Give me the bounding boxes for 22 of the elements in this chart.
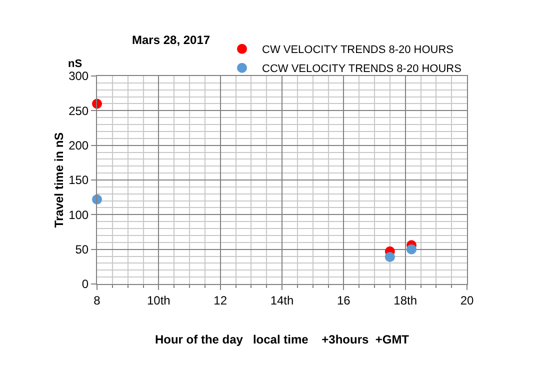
text: nS bbox=[68, 58, 82, 70]
x-tick-label: 8 bbox=[94, 293, 101, 308]
y-axis-title: Travel time in nS bbox=[52, 132, 66, 228]
y-tick-label: 150 bbox=[68, 173, 89, 188]
x-tick-label: 20 bbox=[460, 293, 474, 308]
x-tick-label: 10th bbox=[146, 293, 170, 308]
point bbox=[384, 252, 395, 262]
legend-label: CCW VELOCITY TRENDS 8-20 HOURS bbox=[262, 63, 462, 76]
y-tick-label: 0 bbox=[82, 277, 89, 292]
y-tick-label: 300 bbox=[68, 69, 89, 84]
y-tick-label: 100 bbox=[68, 208, 89, 222]
y-tick-label: 250 bbox=[68, 104, 89, 118]
chart-title: Mars 28, 2017 bbox=[132, 33, 210, 47]
x-tick-label: 18th bbox=[394, 293, 418, 308]
x-tick-label: 16 bbox=[336, 293, 351, 308]
y-tick-label: 50 bbox=[75, 242, 89, 257]
y-tick-label: 200 bbox=[68, 138, 89, 153]
x-axis-title: Hour of the day local time +3hours +GMT bbox=[154, 332, 410, 346]
x-tick-label: 12 bbox=[214, 293, 228, 308]
legend-label: CW VELOCITY TRENDS 8-20 HOURS bbox=[262, 44, 454, 56]
point bbox=[406, 244, 416, 254]
x-tick-label: 14th bbox=[270, 293, 294, 308]
